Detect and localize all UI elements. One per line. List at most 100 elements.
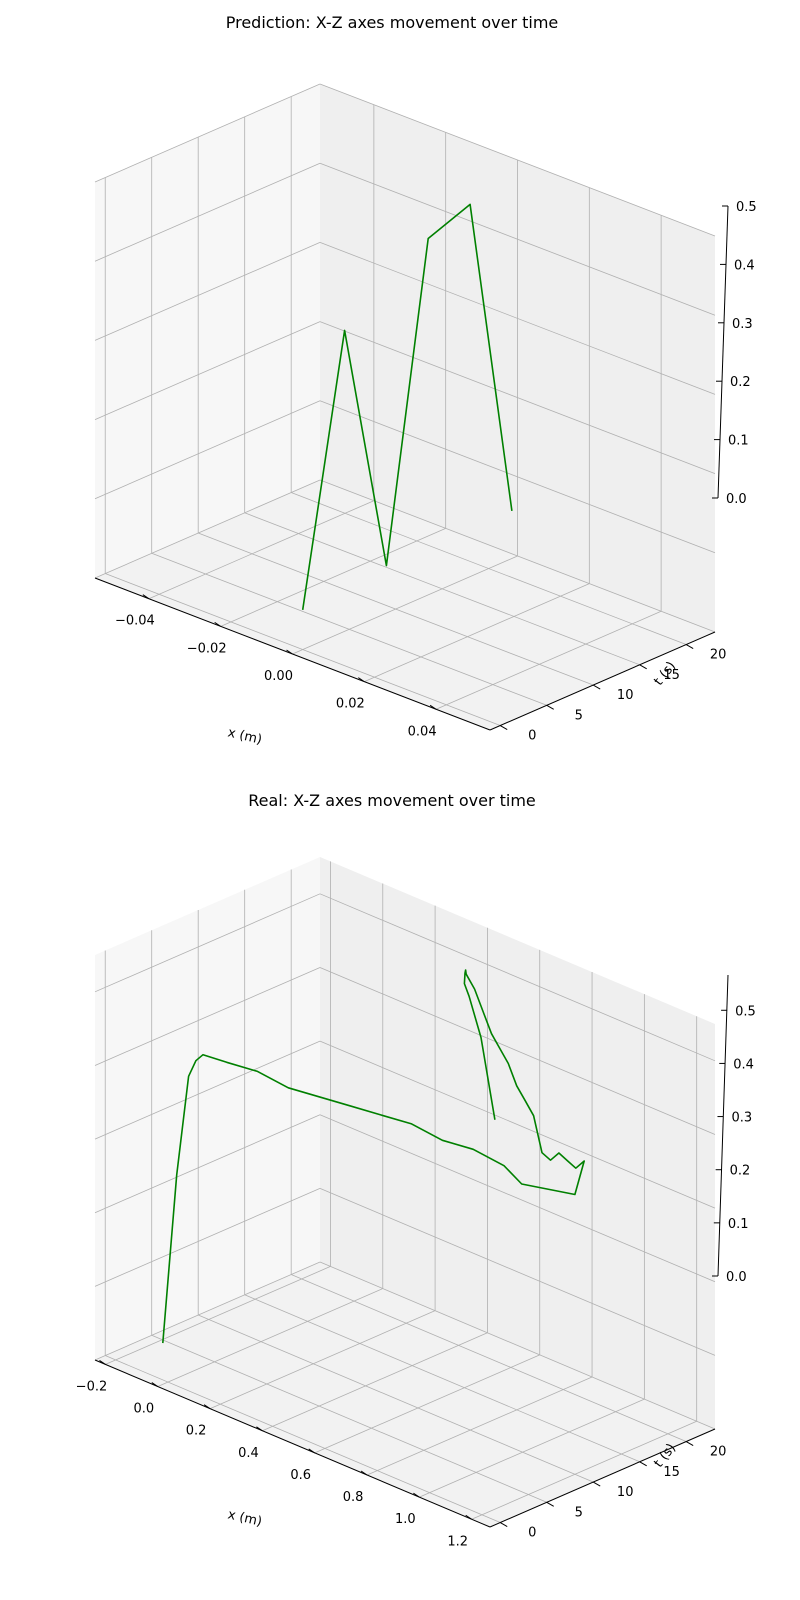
t-tick-label: 20 <box>710 1445 727 1460</box>
floor-pane <box>95 1262 715 1527</box>
z-tick-label: 0.1 <box>728 1217 749 1232</box>
x-gridline-floor <box>262 1332 488 1432</box>
z-tick-label: 0.1 <box>728 434 749 449</box>
t-tick-label: 0 <box>528 1526 536 1541</box>
z-gridline-left <box>94 83 321 183</box>
t-gridline-floor <box>244 512 640 666</box>
t-axis-line <box>489 631 716 731</box>
t-tick-label: 10 <box>617 1485 634 1500</box>
x-tick-label: 0.4 <box>238 1446 259 1461</box>
z-gridline-back <box>319 400 716 554</box>
x-gridline-floor <box>314 1354 540 1454</box>
t-tick-mark <box>546 1501 554 1507</box>
t-gridline-floor <box>151 552 547 706</box>
x-tick-label: 0.6 <box>290 1468 311 1483</box>
z-gridline-left <box>94 1040 321 1140</box>
z-gridline-left <box>94 162 321 262</box>
series-line-0 <box>301 203 513 611</box>
x-tick-label: −0.2 <box>76 1379 108 1394</box>
x-gridline-floor <box>366 1376 593 1476</box>
t-tick-label: 5 <box>575 708 583 723</box>
t-gridline-floor <box>291 1274 687 1442</box>
x-tick-label: 1.2 <box>447 1534 468 1549</box>
chart-panel-0: Prediction: X-Z axes movement over time −… <box>94 13 757 748</box>
t-tick-mark <box>685 644 694 649</box>
z-tick-label: 0.3 <box>732 317 753 332</box>
t-gridline-floor <box>244 1294 640 1463</box>
z-tick-label: 0.3 <box>731 1111 752 1126</box>
x-tick-label: 1.0 <box>395 1512 416 1527</box>
z-gridline-left <box>94 1114 321 1214</box>
left-pane <box>95 857 320 1360</box>
x-axis-label: x (m) <box>226 1507 263 1529</box>
z-tick-label: 0.2 <box>730 375 751 390</box>
t-axis-line <box>489 1428 716 1528</box>
chart-panel-1: Real: X-Z axes movement over time −0.2 0.0… <box>76 791 756 1549</box>
x-gridline-floor <box>435 610 662 710</box>
t-tick-mark <box>499 725 508 730</box>
z-axis-line <box>717 205 729 499</box>
z-tick-label: 0.4 <box>733 1057 754 1072</box>
x-tick-label: −0.04 <box>115 614 155 629</box>
t-tick-mark <box>639 664 647 670</box>
x-tick-label: 0.02 <box>336 697 365 712</box>
z-gridline-back <box>319 479 716 633</box>
x-tick-label: 0.00 <box>264 669 293 684</box>
t-gridline-floor <box>198 1314 594 1483</box>
z-gridline-back <box>319 242 716 395</box>
z-gridline-left <box>94 321 321 420</box>
t-tick-label: 15 <box>663 668 680 683</box>
t-tick-mark <box>685 1441 694 1446</box>
t-gridline-floor <box>151 1334 547 1503</box>
z-gridline-left <box>94 893 321 993</box>
t-tick-mark <box>592 684 601 690</box>
z-gridline-left <box>94 967 321 1066</box>
x-gridline-floor <box>105 1266 331 1365</box>
t-tick-mark <box>546 704 554 710</box>
x-tick-label: 0.8 <box>343 1490 364 1505</box>
z-axis-line <box>717 974 729 1277</box>
t-tick-mark <box>499 1522 508 1527</box>
x-axis-line <box>94 1359 491 1528</box>
x-gridline-floor <box>419 1398 645 1498</box>
z-gridline-back <box>319 162 716 316</box>
z-tick-label: 0.5 <box>735 1004 756 1019</box>
t-gridline-floor <box>291 492 687 645</box>
series-line-0 <box>162 969 586 1344</box>
t-gridline-floor <box>105 1355 501 1523</box>
t-tick-label: 0 <box>528 729 536 744</box>
chart-title: Prediction: X-Z axes movement over time <box>226 13 559 32</box>
x-tick-label: 0.04 <box>408 724 437 739</box>
t-gridline-floor <box>105 573 501 726</box>
x-axis-label: x (m) <box>226 725 263 747</box>
z-gridline-back <box>319 1114 716 1283</box>
t-tick-label: 15 <box>663 1465 680 1480</box>
z-gridline-back <box>319 321 716 474</box>
t-tick-mark <box>592 1481 601 1487</box>
z-tick-label: 0.4 <box>734 258 755 273</box>
x-axis-line <box>94 577 491 731</box>
x-gridline-floor <box>292 555 518 655</box>
x-gridline-floor <box>157 1288 383 1387</box>
x-gridline-floor <box>148 500 375 600</box>
z-gridline-back <box>319 893 716 1062</box>
z-tick-label: 0.5 <box>736 200 757 215</box>
t-tick-label: 10 <box>617 688 634 703</box>
t-gridline-floor <box>198 532 594 686</box>
z-tick-label: 0.0 <box>726 1270 747 1285</box>
t-tick-label: 20 <box>710 648 727 663</box>
z-gridline-left <box>94 479 321 579</box>
x-tick-label: 0.0 <box>133 1402 154 1417</box>
z-gridline-back <box>319 83 716 237</box>
z-gridline-left <box>94 1261 321 1361</box>
t-tick-mark <box>639 1461 647 1467</box>
x-gridline-floor <box>471 1420 697 1520</box>
t-tick-label: 5 <box>575 1505 583 1520</box>
z-gridline-left <box>94 400 321 500</box>
back-pane <box>320 857 715 1429</box>
z-gridline-back <box>319 1261 716 1430</box>
z-gridline-left <box>94 1187 321 1287</box>
z-gridline-back <box>319 967 716 1135</box>
x-gridline-floor <box>220 527 446 627</box>
